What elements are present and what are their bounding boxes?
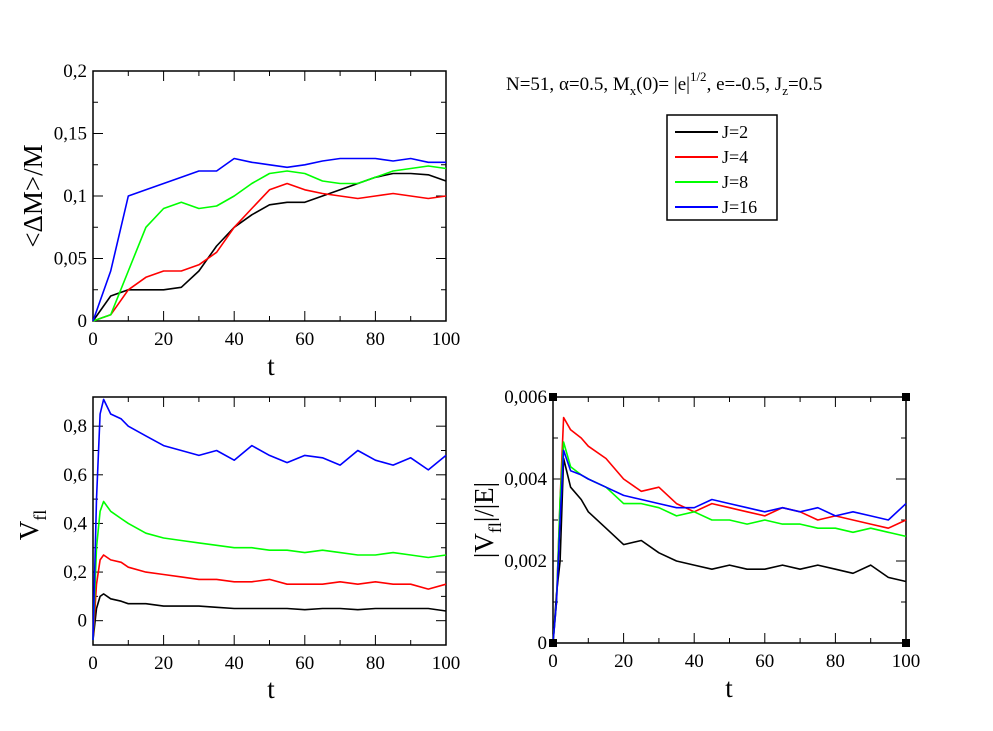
y-tick-label: 0,002 xyxy=(504,551,547,572)
legend-label-j4: J=4 xyxy=(722,147,748,167)
y-tick-label: 0,6 xyxy=(63,465,87,486)
series-line-j4 xyxy=(92,182,447,322)
handle-top-left xyxy=(549,393,557,401)
handle-bottom-right xyxy=(902,639,910,647)
y-tick-label: 0 xyxy=(538,633,548,654)
data-lines xyxy=(552,416,907,644)
y-tick-label: 0 xyxy=(78,311,88,332)
y-tick-label: 0,1 xyxy=(63,186,87,207)
y-axis-label: |Vfl|/|E| xyxy=(469,482,505,558)
x-axis-label: t xyxy=(725,673,733,703)
corner-handles xyxy=(549,393,910,647)
x-tick-label: 100 xyxy=(892,651,921,672)
x-tick-label: 20 xyxy=(154,653,173,674)
handle-top-right xyxy=(902,393,910,401)
x-tick-label: 80 xyxy=(366,653,385,674)
x-tick-label: 20 xyxy=(154,329,173,350)
y-label-bar-v: |V xyxy=(469,533,499,558)
x-tick-label: 80 xyxy=(366,329,385,350)
y-label-rest: |/|E| xyxy=(469,482,499,522)
y-label-sub-fl: fl xyxy=(30,510,50,521)
series-line-j4 xyxy=(92,554,447,641)
x-tick-label: 20 xyxy=(614,651,633,672)
series-line-j16 xyxy=(552,449,907,644)
legend-box xyxy=(666,114,778,221)
x-axis-label: t xyxy=(267,351,275,381)
y-tick-label: 0,004 xyxy=(504,469,547,490)
x-tick-label: 40 xyxy=(225,329,244,350)
series-line-j16 xyxy=(92,157,446,322)
y-tick-label: 0,2 xyxy=(63,61,87,82)
x-tick-label: 100 xyxy=(432,653,461,674)
x-tick-label: 100 xyxy=(432,329,461,350)
series-line-j4 xyxy=(552,416,907,644)
x-tick-label: 0 xyxy=(88,329,98,350)
series-line-j2 xyxy=(552,457,907,644)
parameters-text: N=51, α=0.5, Mx(0)= |e|1/2, e=-0.5, Jz=0… xyxy=(506,69,822,98)
y-axis-label: <ΔM>/M xyxy=(18,144,48,247)
x-tick-label: 0 xyxy=(88,653,98,674)
x-tick-label: 40 xyxy=(685,651,704,672)
data-lines xyxy=(92,398,447,641)
y-tick-label: 0,2 xyxy=(63,562,87,583)
legend: J=2 J=4 J=8 J=16 xyxy=(666,114,778,221)
x-tick-label: 60 xyxy=(295,329,314,350)
series-line-j2 xyxy=(92,172,447,322)
handle-bottom-left xyxy=(549,639,557,647)
data-lines xyxy=(92,157,447,322)
x-tick-label: 80 xyxy=(826,651,845,672)
series-line-j2 xyxy=(92,593,447,641)
panel-vfl-over-e: 0 20 40 60 80 100 0 0,002 0,004 0,006 t |Vfl|/|E| xyxy=(469,387,920,703)
axis-ticks: 0 20 40 60 80 100 0 0,2 0,4 0,6 0,8 xyxy=(63,397,460,674)
legend-label-j16: J=16 xyxy=(722,197,757,217)
plot-frame xyxy=(92,70,447,322)
panel-vfl: 0 20 40 60 80 100 0 0,2 0,4 0,6 0,8 t Vfl xyxy=(14,396,460,704)
series-line-j8 xyxy=(92,500,447,641)
legend-label-j8: J=8 xyxy=(722,172,748,192)
y-tick-label: 0,006 xyxy=(504,387,547,408)
x-tick-label: 60 xyxy=(295,653,314,674)
y-tick-label: 0,4 xyxy=(63,513,87,534)
series-line-j8 xyxy=(552,441,907,644)
axis-ticks: 0 20 40 60 80 100 0 0,002 0,004 0,006 xyxy=(504,387,920,672)
x-tick-label: 60 xyxy=(755,651,774,672)
x-axis-label: t xyxy=(267,674,275,704)
x-tick-label: 40 xyxy=(225,653,244,674)
y-tick-label: 0 xyxy=(78,611,88,632)
y-label-v: V xyxy=(14,520,44,540)
x-tick-label: 0 xyxy=(548,651,558,672)
panel-delta-m: 0 20 40 60 80 100 0 0,05 0,1 0,15 0,2 t <ΔM>/M xyxy=(18,61,460,381)
series-line-j16 xyxy=(92,398,447,641)
y-tick-label: 0,15 xyxy=(54,124,87,145)
y-axis-label: Vfl xyxy=(14,510,50,541)
y-label-sub-fl: fl xyxy=(485,522,505,533)
y-tick-label: 0,05 xyxy=(54,249,87,270)
legend-label-j2: J=2 xyxy=(722,122,748,142)
axis-ticks: 0 20 40 60 80 100 0 0,05 0,1 0,15 0,2 xyxy=(54,61,461,350)
series-line-j8 xyxy=(92,165,447,322)
y-tick-label: 0,8 xyxy=(63,416,87,437)
